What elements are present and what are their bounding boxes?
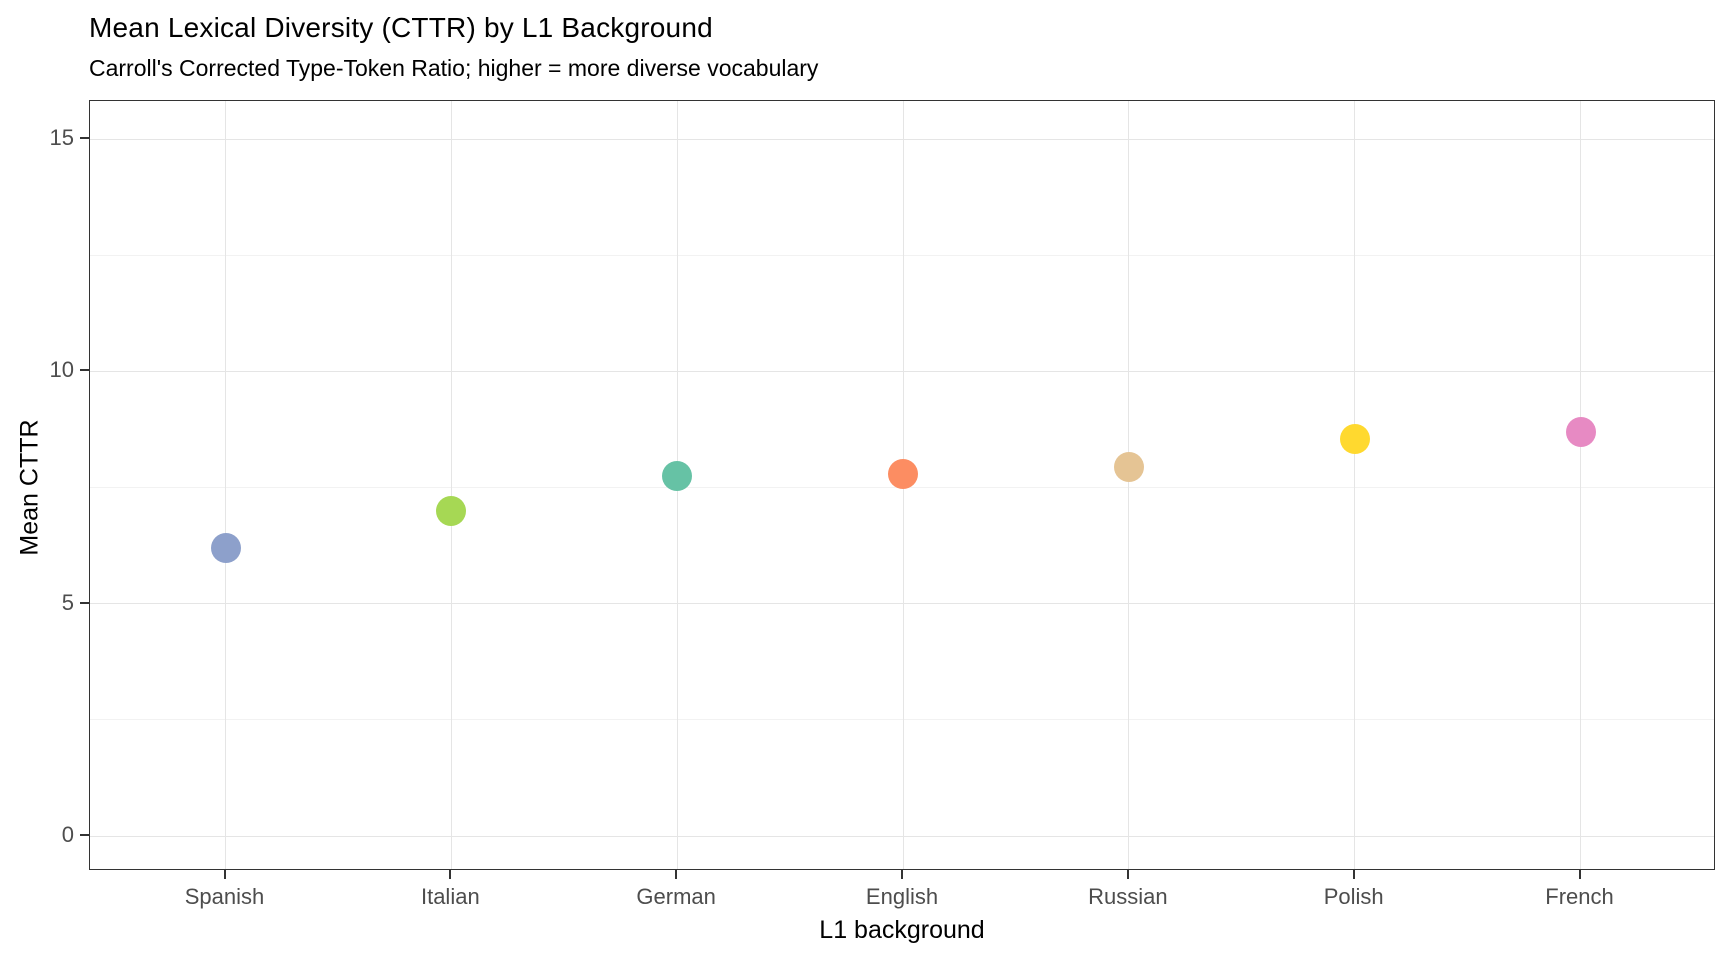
x-tick-mark — [901, 870, 903, 879]
y-major-gridline — [90, 138, 1714, 140]
chart-subtitle: Carroll's Corrected Type-Token Ratio; hi… — [89, 55, 819, 81]
x-tick-mark — [1578, 870, 1581, 879]
chart-title: Mean Lexical Diversity (CTTR) by L1 Back… — [89, 12, 713, 43]
data-point-italian — [436, 495, 467, 526]
x-tick-label: Italian — [420, 884, 480, 909]
y-tick-label: 0 — [61, 822, 74, 848]
y-major-gridline — [90, 603, 1714, 605]
y-minor-gridline — [90, 719, 1714, 721]
y-axis-title: Mean CTTR — [15, 419, 44, 556]
plot-panel — [89, 100, 1715, 870]
x-tick-label: Russian — [1088, 884, 1168, 909]
data-point-spanish — [210, 533, 241, 564]
x-tick-label: English — [865, 884, 939, 909]
x-tick-label: French — [1545, 884, 1614, 909]
y-tick-label: 5 — [61, 589, 74, 615]
x-tick-label: Polish — [1323, 884, 1384, 909]
x-tick-mark — [449, 870, 452, 879]
x-major-gridline — [225, 101, 226, 869]
y-tick-mark — [80, 834, 89, 837]
x-tick-label: Spanish — [184, 884, 265, 909]
y-tick-mark — [80, 369, 89, 372]
y-tick-label: 15 — [49, 125, 74, 151]
y-tick-label: 10 — [49, 357, 74, 383]
x-tick-mark — [1352, 870, 1355, 879]
data-point-russian — [1113, 451, 1144, 482]
data-point-english — [888, 458, 918, 489]
x-major-gridline — [1580, 101, 1581, 869]
y-minor-gridline — [90, 254, 1714, 256]
data-point-german — [662, 461, 693, 491]
y-tick-mark — [80, 601, 89, 604]
y-tick-mark — [80, 137, 89, 140]
y-major-gridline — [90, 370, 1714, 372]
y-major-gridline — [90, 835, 1714, 837]
x-major-gridline — [1128, 101, 1130, 869]
data-point-french — [1565, 416, 1596, 447]
x-major-gridline — [1354, 101, 1356, 869]
x-axis-title: L1 background — [819, 916, 985, 944]
x-tick-mark — [675, 870, 678, 879]
x-tick-label: German — [636, 884, 716, 909]
data-point-polish — [1339, 423, 1370, 454]
x-tick-mark — [1126, 870, 1129, 879]
x-major-gridline — [450, 101, 452, 869]
x-tick-mark — [223, 870, 226, 879]
